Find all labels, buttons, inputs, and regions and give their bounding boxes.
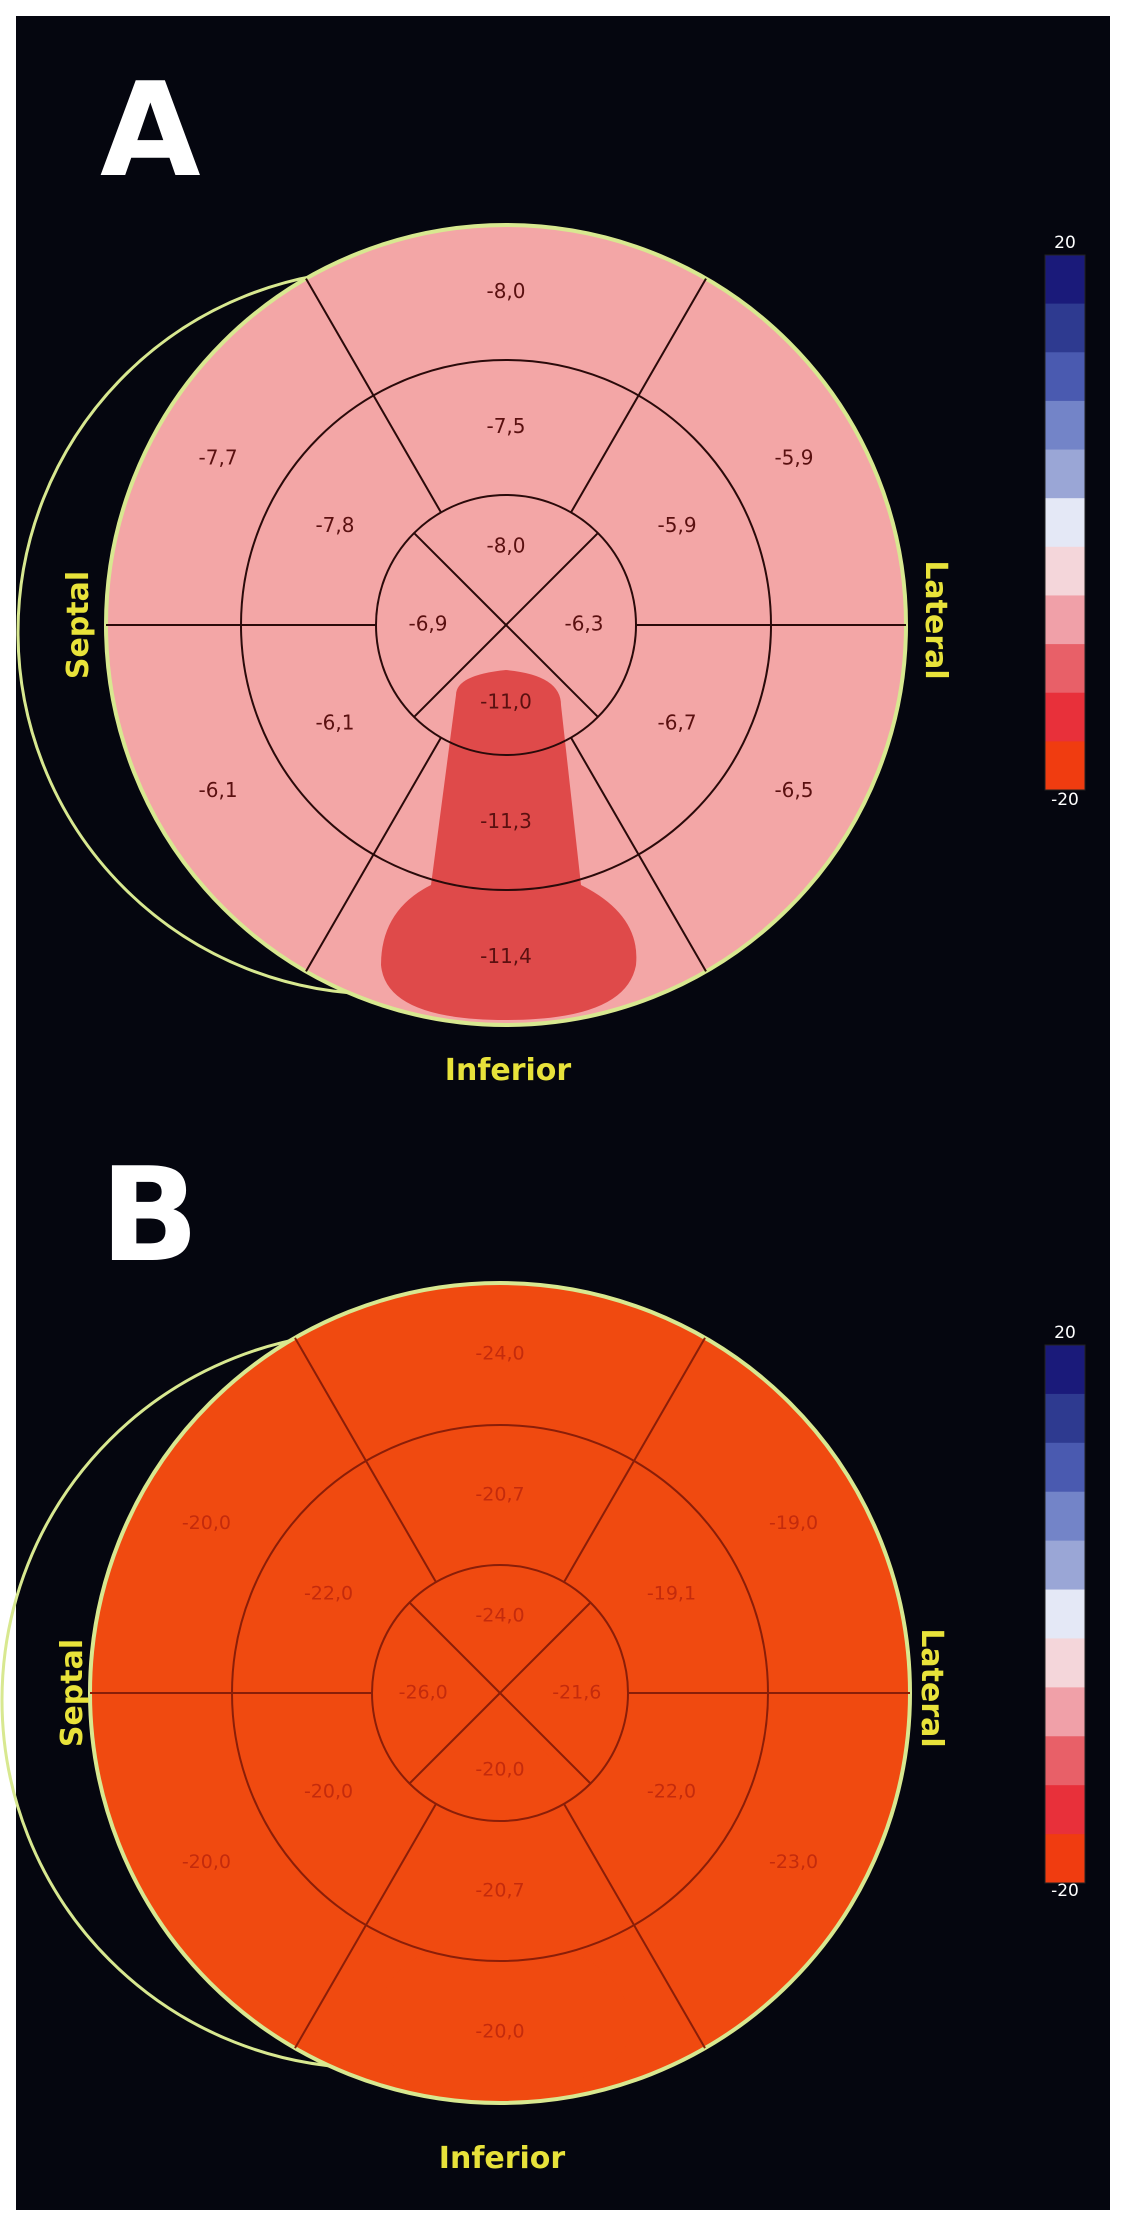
color-scale-step [1045,1491,1085,1542]
basal-segment-value: -20,0 [475,2021,524,2043]
basal-segment-value: -24,0 [475,1343,524,1365]
scale-min-label: -20 [1051,1881,1079,1901]
segment-divider [570,278,707,513]
panel-letter-b: B [100,1139,199,1291]
apical-divider [505,624,599,718]
apical-segment-value: -26,0 [399,1682,448,1704]
segment-divider [563,1337,706,1583]
mid-segment-value: -6,7 [658,710,697,734]
color-scale [1044,1344,1086,1884]
segment-divider [305,737,442,972]
color-scale-border [1044,254,1086,791]
mid-segment-value: -19,1 [647,1583,696,1605]
color-scale-step [1045,400,1085,451]
basal-segment-value: -20,0 [182,1512,231,1534]
color-scale-step [1045,546,1085,596]
basal-segment-value: -23,0 [769,1851,818,1873]
apical-divider [499,1692,592,1785]
apical-divider [505,532,599,626]
mid-segment-value: -11,3 [480,809,532,833]
segment-divider [294,1337,437,1583]
inferior-label: Inferior [445,1053,572,1088]
segment-lines [106,278,906,972]
color-scale-step [1045,595,1085,645]
color-scale-step [1045,498,1085,548]
scale-max-label: 20 [1054,1323,1076,1343]
apical-segment-value: -8,0 [486,534,525,558]
basal-segment-value: -5,9 [774,445,813,469]
segment-divider [570,737,707,972]
septal-label: Septal [55,1639,90,1747]
color-scale-step [1045,1442,1085,1493]
scale-min-label: -20 [1051,790,1079,810]
basal-segment-value: -20,0 [182,1851,231,1873]
mid-segment-value: -7,8 [315,513,354,537]
hot-region [381,670,637,1020]
panel-a: A -8,0-5,9-6,5-11,4-6,1-7,7-7,5-5,9-6,7-… [16,54,1086,1088]
color-scale-step [1045,449,1085,499]
mid-segment-value: -5,9 [658,513,697,537]
mid-segment-value: -7,5 [486,414,525,438]
apical-segment-value: -24,0 [475,1605,524,1627]
lateral-label: Lateral [918,560,953,679]
mid-segment-value: -20,7 [475,1880,524,1902]
color-scale [1044,254,1086,791]
apical-segment-value: -20,0 [475,1758,524,1780]
mid-segment-value: -20,0 [304,1781,353,1803]
apical-divider [413,532,507,626]
apical-divider [413,624,507,718]
basal-segment-value: -6,1 [199,778,238,802]
septal-label: Septal [61,571,96,679]
color-scale-border [1044,1344,1086,1884]
segment-divider [305,278,442,513]
apical-divider [408,1692,501,1785]
color-scale-step [1045,1785,1085,1835]
mid-segment-value: -22,0 [647,1781,696,1803]
apical-segment-value: -11,0 [480,690,532,714]
color-scale-step [1045,1540,1085,1591]
panel-b: B -24,0 -19,0 -23,0 -20,0 -20,0 -20,0 -20,7 -19… [0,1139,1086,2176]
lateral-label: Lateral [914,1628,949,1747]
color-scale-step [1045,644,1085,694]
color-scale-step [1045,1345,1085,1395]
mid-segment-value: -6,1 [315,710,354,734]
color-scale-step [1045,352,1085,402]
panel-letter-a: A [100,54,201,206]
mid-segment-value: -22,0 [304,1583,353,1605]
segment-divider [294,1803,437,2049]
apical-divider [408,1601,501,1694]
segment-values: -24,0 -19,0 -23,0 -20,0 -20,0 -20,0 -20,7 -19,1… [182,1343,818,2043]
segment-values: -8,0 -5,9 -6,5 -11,4 -6,1 -7,7 -7,5 -5,9 -6,7 -11… [199,279,814,968]
basal-segment-value: -6,5 [774,778,813,802]
segment-divider [563,1803,706,2049]
color-scale-step [1045,741,1085,791]
color-scale-step [1045,303,1085,353]
basal-segment-value: -7,7 [199,445,238,469]
apical-divider [499,1601,592,1694]
mid-segment-value: -20,7 [475,1484,524,1506]
color-scale-step [1045,692,1085,742]
basal-segment-value: -11,4 [480,944,532,968]
basal-segment-value: -8,0 [486,279,525,303]
color-scale-step [1045,255,1085,305]
color-scale-step [1045,1393,1085,1444]
color-scale-step [1045,1687,1085,1737]
color-scale-step [1045,1834,1085,1884]
basal-segment-value: -19,0 [769,1512,818,1534]
hot-region [375,1738,631,2088]
apical-segment-value: -6,9 [408,612,447,636]
segment-lines [90,1337,910,2049]
scale-max-label: 20 [1054,233,1076,253]
color-scale-step [1045,1736,1085,1786]
apical-segment-value: -21,6 [552,1682,601,1704]
color-scale-step [1045,1589,1085,1639]
apical-segment-value: -6,3 [564,612,603,636]
color-scale-step [1045,1638,1085,1688]
inferior-label: Inferior [439,2141,566,2176]
